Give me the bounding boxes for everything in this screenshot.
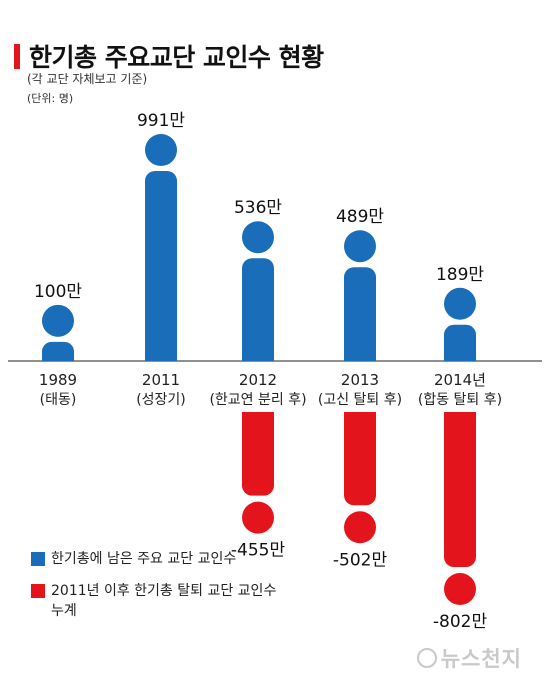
red-value-label: -455만 [231, 541, 286, 561]
category-year-label: 1989 [39, 371, 77, 389]
blue-value-label: 489만 [336, 207, 384, 227]
category-year-label: 2013 [341, 371, 379, 389]
legend-item-withdrawn: 2011년 이후 한기총 탈퇴 교단 교인수 누계 [31, 581, 281, 621]
red-bar-base [242, 412, 274, 422]
category-note-label: (태동) [40, 392, 77, 408]
blue-bar-base [242, 351, 274, 361]
chart-subtitle: (각 교단 자체보고 기준) [27, 72, 148, 86]
blue-bar [242, 258, 274, 361]
blue-figure-head [145, 134, 177, 166]
red-bar-base [344, 412, 376, 422]
red-bar [444, 412, 476, 567]
legend-label-remaining: 한기총에 남은 주요 교단 교인수 [51, 551, 237, 567]
blue-bar-base [344, 351, 376, 361]
red-figure-head [242, 501, 274, 534]
category-note-label: (합동 탈퇴 후) [418, 392, 502, 408]
blue-figure-head [42, 304, 74, 337]
blue-bar-base [444, 351, 476, 361]
blue-bar-base [145, 351, 177, 361]
red-value-label: -502만 [333, 550, 388, 570]
blue-value-label: 991만 [137, 111, 185, 131]
red-bar-base [444, 412, 476, 422]
chart-title: 한기총 주요교단 교인수 현황 [29, 43, 324, 72]
red-value-label: -802만 [433, 612, 488, 632]
unit-label: (단위: 명) [27, 92, 74, 105]
red-bar [344, 412, 376, 506]
red-figure-head [344, 511, 376, 544]
legend-swatch-blue [31, 552, 45, 566]
blue-value-label: 100만 [34, 282, 82, 302]
blue-figure-head [344, 230, 376, 263]
blue-figure-head [444, 287, 476, 320]
red-bar [242, 412, 274, 496]
red-figure-head [444, 573, 476, 605]
category-note-label: (고신 탈퇴 후) [318, 392, 402, 408]
watermark-text: 뉴스천지 [440, 647, 522, 671]
blue-value-label: 536만 [234, 198, 282, 218]
category-note-label: (성장기) [136, 392, 186, 408]
category-year-label: 2012 [239, 371, 277, 389]
watermark: 뉴스천지 [416, 643, 522, 673]
blue-figure-head [242, 221, 274, 254]
category-year-label: 2011 [142, 371, 180, 389]
blue-value-label: 189만 [436, 265, 484, 285]
category-note-label: (한교연 분리 후) [209, 392, 306, 408]
legend-label-withdrawn: 2011년 이후 한기총 탈퇴 교단 교인수 누계 [51, 583, 277, 619]
blue-bar-base [42, 351, 74, 361]
blue-bar [145, 171, 177, 361]
blue-bar [344, 267, 376, 361]
category-year-label: 2014년 [434, 371, 486, 389]
watermark-logo-icon [416, 648, 437, 668]
legend-swatch-red [31, 584, 45, 598]
legend-item-remaining: 한기총에 남은 주요 교단 교인수 [31, 549, 236, 569]
title-accent-bar [14, 44, 20, 69]
